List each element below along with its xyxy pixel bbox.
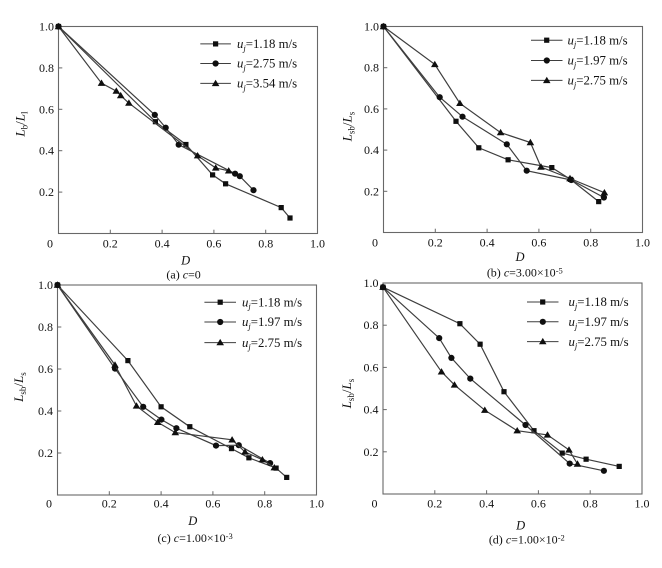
svg-text:Lsb/Ls: Lsb/Ls — [340, 111, 357, 142]
svg-text:0.2: 0.2 — [428, 236, 443, 250]
svg-text:(a) c=0: (a) c=0 — [166, 268, 200, 282]
svg-text:0.8: 0.8 — [38, 320, 53, 334]
svg-text:0.2: 0.2 — [427, 497, 442, 511]
svg-text:0.2: 0.2 — [364, 184, 379, 198]
svg-text:uj=1.18 m/s: uj=1.18 m/s — [242, 295, 302, 311]
svg-text:1.0: 1.0 — [635, 497, 650, 511]
svg-text:Lb/Ll: Lb/Ll — [13, 111, 30, 138]
svg-text:0.8: 0.8 — [583, 236, 598, 250]
svg-text:0.2: 0.2 — [39, 185, 54, 199]
svg-text:0.6: 0.6 — [39, 102, 54, 116]
svg-text:uj=1.18 m/s: uj=1.18 m/s — [237, 37, 297, 53]
svg-text:D: D — [515, 518, 525, 532]
svg-text:uj=3.54 m/s: uj=3.54 m/s — [237, 77, 297, 93]
svg-text:0.8: 0.8 — [258, 237, 273, 251]
svg-text:1.0: 1.0 — [38, 278, 53, 292]
svg-text:uj=1.97 m/s: uj=1.97 m/s — [569, 315, 629, 331]
svg-text:(d) c=1.00×10-2: (d) c=1.00×10-2 — [489, 533, 565, 547]
svg-text:uj=2.75 m/s: uj=2.75 m/s — [242, 336, 302, 352]
svg-text:0: 0 — [46, 497, 52, 511]
svg-text:D: D — [187, 514, 197, 528]
svg-text:0.2: 0.2 — [103, 237, 118, 251]
svg-text:0: 0 — [372, 236, 378, 250]
svg-text:uj=1.18 m/s: uj=1.18 m/s — [569, 295, 629, 311]
svg-text:0.8: 0.8 — [583, 497, 598, 511]
svg-text:D: D — [180, 254, 190, 268]
svg-text:0: 0 — [47, 237, 53, 251]
svg-text:0.4: 0.4 — [39, 144, 54, 158]
svg-text:0.2: 0.2 — [364, 445, 379, 459]
svg-text:uj=1.97 m/s: uj=1.97 m/s — [568, 54, 628, 70]
svg-text:0.4: 0.4 — [364, 143, 379, 157]
svg-text:uj=1.97 m/s: uj=1.97 m/s — [242, 315, 302, 331]
svg-text:0.4: 0.4 — [154, 497, 169, 511]
svg-text:uj=2.75 m/s: uj=2.75 m/s — [568, 74, 628, 90]
svg-text:0.4: 0.4 — [155, 237, 170, 251]
svg-text:0.6: 0.6 — [38, 362, 53, 376]
svg-text:uj=2.75 m/s: uj=2.75 m/s — [569, 335, 629, 351]
svg-text:0.2: 0.2 — [102, 497, 117, 511]
svg-text:0.8: 0.8 — [39, 61, 54, 75]
svg-text:0.8: 0.8 — [364, 61, 379, 75]
svg-text:0.4: 0.4 — [480, 236, 495, 250]
svg-text:0.6: 0.6 — [531, 236, 546, 250]
svg-text:0.4: 0.4 — [38, 404, 53, 418]
svg-text:(b) c=3.00×10-5: (b) c=3.00×10-5 — [487, 266, 563, 280]
svg-text:0.8: 0.8 — [257, 497, 272, 511]
svg-text:Lsb/Ls: Lsb/Ls — [339, 378, 356, 409]
svg-text:0.6: 0.6 — [205, 497, 220, 511]
svg-text:0.4: 0.4 — [479, 497, 494, 511]
svg-text:0: 0 — [372, 497, 378, 511]
svg-text:0.8: 0.8 — [364, 318, 379, 332]
svg-text:D: D — [514, 250, 524, 264]
svg-text:0.6: 0.6 — [364, 360, 379, 374]
svg-text:(c) c=1.00×10-3: (c) c=1.00×10-3 — [157, 531, 232, 545]
svg-text:1.0: 1.0 — [39, 20, 54, 34]
svg-text:uj=2.75 m/s: uj=2.75 m/s — [237, 57, 297, 73]
svg-text:0.4: 0.4 — [364, 403, 379, 417]
svg-text:0.6: 0.6 — [364, 102, 379, 116]
svg-text:0.2: 0.2 — [38, 446, 53, 460]
svg-text:1.0: 1.0 — [364, 276, 379, 290]
svg-text:uj=1.18 m/s: uj=1.18 m/s — [568, 33, 628, 49]
svg-text:Lsb/Ls: Lsb/Ls — [11, 372, 28, 403]
svg-text:1.0: 1.0 — [364, 20, 379, 34]
svg-text:1.0: 1.0 — [635, 236, 650, 250]
svg-text:0.6: 0.6 — [531, 497, 546, 511]
svg-text:1.0: 1.0 — [309, 497, 324, 511]
svg-text:0.6: 0.6 — [206, 237, 221, 251]
svg-text:1.0: 1.0 — [310, 237, 325, 251]
